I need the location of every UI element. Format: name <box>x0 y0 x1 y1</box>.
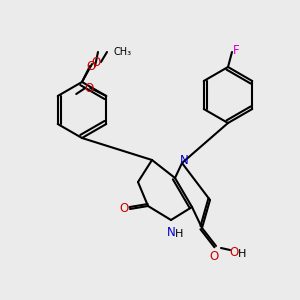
Text: O: O <box>230 245 238 259</box>
Text: F: F <box>233 44 239 56</box>
Text: H: H <box>238 249 246 259</box>
Text: N: N <box>167 226 176 238</box>
Text: O: O <box>86 59 96 73</box>
Text: O: O <box>119 202 129 215</box>
Text: O: O <box>85 82 94 94</box>
Text: CH₃: CH₃ <box>113 47 131 57</box>
Text: H: H <box>175 229 183 239</box>
Text: N: N <box>180 154 188 166</box>
Text: O: O <box>209 250 219 262</box>
Text: O: O <box>92 56 100 68</box>
